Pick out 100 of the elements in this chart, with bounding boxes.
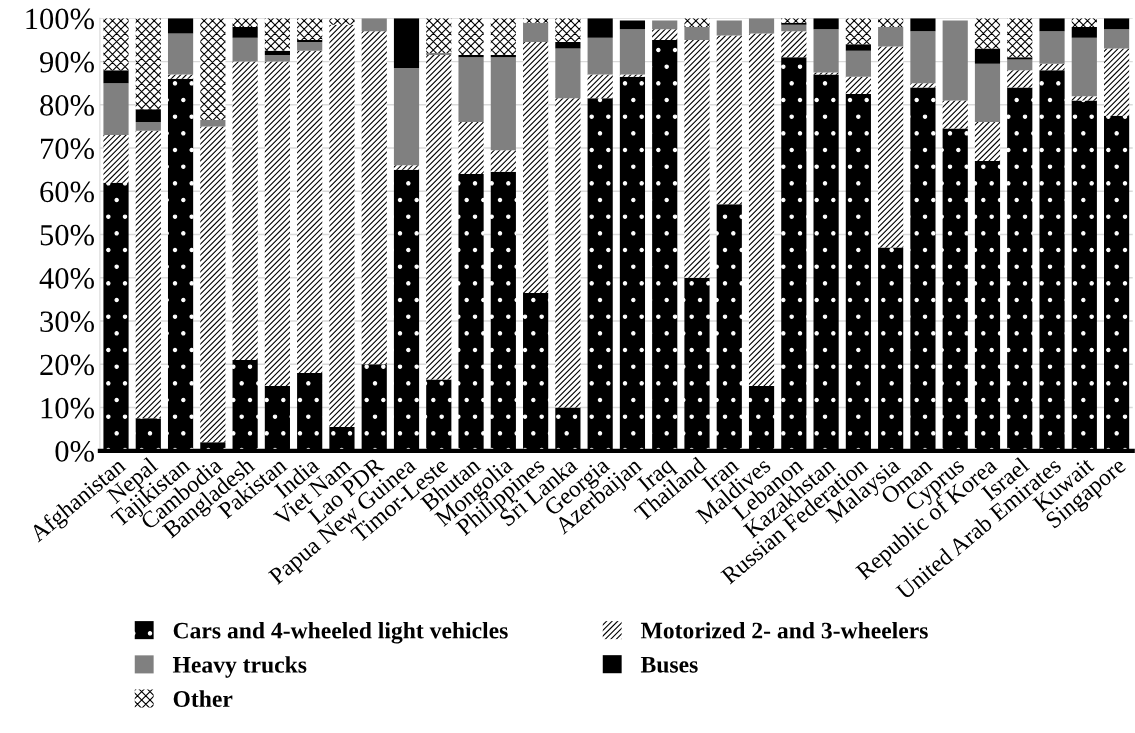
bar <box>523 292 549 451</box>
bar <box>167 78 194 451</box>
bar <box>781 24 807 32</box>
bar <box>232 37 258 62</box>
bar <box>1071 100 1097 451</box>
y-tick-label: 20% <box>40 354 94 376</box>
bar <box>264 50 290 56</box>
bar <box>1071 18 1097 27</box>
bar <box>232 18 258 27</box>
bar <box>458 18 484 56</box>
y-tick-label: 0% <box>55 441 94 462</box>
bar <box>845 76 871 95</box>
bar <box>781 18 807 23</box>
legend-label: Motorized 2- and 3-wheelers <box>640 621 928 639</box>
bar <box>587 18 613 38</box>
bar <box>1007 87 1033 451</box>
bar <box>264 18 290 51</box>
bar <box>167 18 194 34</box>
bar <box>748 18 775 34</box>
bar <box>426 18 452 53</box>
bar <box>297 372 323 451</box>
bar <box>878 247 904 451</box>
bar <box>458 55 484 58</box>
bar <box>555 98 581 408</box>
bar <box>619 29 646 75</box>
bar <box>878 26 904 47</box>
bar <box>297 18 323 40</box>
legend-label: Heavy trucks <box>172 656 307 678</box>
bar <box>781 22 807 25</box>
legend-label: Buses <box>640 656 698 673</box>
bar <box>1104 18 1130 30</box>
bar <box>200 18 226 120</box>
bar <box>523 42 549 293</box>
bar <box>523 18 549 23</box>
bar <box>652 29 678 40</box>
bar <box>490 171 516 451</box>
bar <box>1071 96 1097 101</box>
bar <box>813 72 839 75</box>
bar <box>1071 26 1097 38</box>
bar <box>813 29 839 73</box>
bar <box>619 76 646 451</box>
bar <box>264 385 290 451</box>
bar <box>103 70 129 84</box>
bar <box>490 55 516 58</box>
bar <box>135 122 161 131</box>
bar <box>200 126 226 443</box>
bar <box>974 48 1001 64</box>
bar <box>329 427 355 451</box>
bar <box>103 83 129 136</box>
bar <box>1071 37 1097 97</box>
bar <box>910 31 936 84</box>
bar <box>135 18 161 110</box>
bar <box>1039 70 1065 451</box>
bar <box>748 385 775 451</box>
bar <box>1104 115 1130 451</box>
bar <box>103 182 129 451</box>
bar <box>555 407 581 451</box>
bar <box>652 20 678 30</box>
bar <box>1007 70 1033 88</box>
y-tick-label: 90% <box>40 51 94 73</box>
bar <box>490 18 516 56</box>
legend-label: Cars and 4-wheeled light vehicles <box>173 621 508 644</box>
y-tick-label: 10% <box>41 397 94 419</box>
bar <box>135 130 161 419</box>
bar <box>458 57 484 123</box>
y-tick-label: 40% <box>39 268 94 289</box>
bar <box>716 204 742 451</box>
bar <box>974 18 1001 49</box>
bar <box>426 55 452 380</box>
bar <box>587 37 613 75</box>
bar <box>781 31 807 58</box>
bar <box>587 74 613 99</box>
bar <box>1104 29 1130 49</box>
bar <box>490 150 516 172</box>
bar <box>458 122 484 175</box>
bar <box>329 18 355 25</box>
bar <box>813 18 839 30</box>
bar <box>135 109 161 123</box>
bar <box>684 39 710 278</box>
bar <box>716 35 742 205</box>
bar <box>103 135 129 183</box>
bar <box>684 18 710 27</box>
bar <box>297 50 323 373</box>
bar <box>878 46 904 248</box>
bar <box>361 31 387 365</box>
bar <box>555 48 581 99</box>
bar <box>684 277 710 451</box>
bar <box>393 18 420 69</box>
bar <box>942 20 968 101</box>
bar <box>555 18 581 43</box>
bar <box>684 26 710 40</box>
bar <box>232 26 258 38</box>
bar <box>910 87 936 451</box>
bar <box>297 42 323 51</box>
y-tick-label: 80% <box>40 95 94 116</box>
bar <box>1007 59 1033 71</box>
bar <box>200 119 226 127</box>
bar <box>135 418 161 451</box>
y-tick-label: 50% <box>40 224 94 246</box>
bar <box>910 83 936 88</box>
